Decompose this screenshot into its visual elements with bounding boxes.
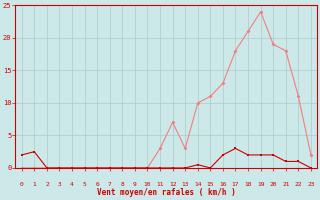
- X-axis label: Vent moyen/en rafales ( km/h ): Vent moyen/en rafales ( km/h ): [97, 188, 236, 197]
